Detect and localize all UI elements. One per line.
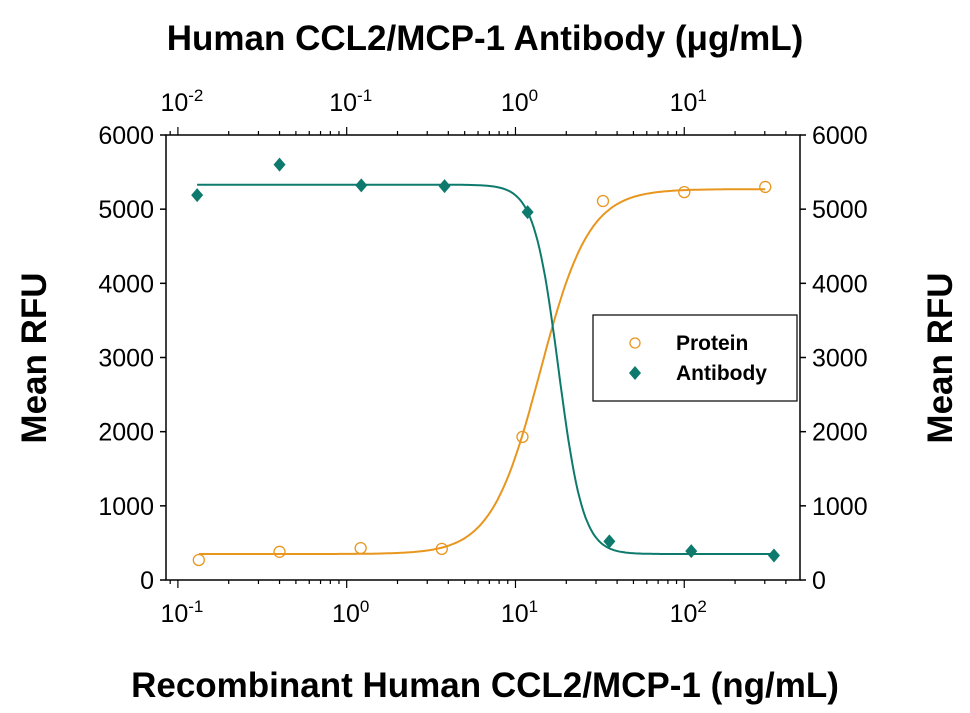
y-tick-label-right: 4000 bbox=[812, 270, 868, 298]
x-tick-label: 101 bbox=[501, 597, 538, 628]
data-point-antibody bbox=[767, 548, 780, 563]
y-tick-label-left: 3000 bbox=[98, 345, 154, 373]
data-point-protein bbox=[435, 542, 448, 555]
data-point-protein bbox=[273, 545, 286, 558]
y-tick-label-right: 5000 bbox=[812, 196, 868, 224]
x-tick-label: 100 bbox=[332, 597, 369, 628]
top-x-tick-label: 10-2 bbox=[160, 86, 203, 117]
data-point-protein bbox=[516, 430, 529, 444]
data-point-antibody bbox=[438, 179, 451, 194]
data-point-antibody bbox=[603, 534, 616, 549]
legend-box bbox=[592, 314, 798, 402]
data-point-protein bbox=[678, 185, 691, 199]
y-tick-label-left: 6000 bbox=[98, 122, 154, 150]
top-x-tick-label: 101 bbox=[670, 86, 707, 117]
x-tick-label: 10-1 bbox=[160, 597, 203, 628]
x-tick-label: 102 bbox=[670, 597, 707, 628]
y-tick-label-right: 1000 bbox=[812, 493, 868, 521]
y-tick-label-right: 6000 bbox=[812, 122, 868, 150]
data-point-antibody bbox=[521, 205, 534, 220]
legend-label-protein: Protein bbox=[676, 332, 748, 355]
x-axis-title: Recombinant Human CCL2/MCP-1 (ng/mL) bbox=[131, 666, 839, 705]
data-point-protein bbox=[354, 541, 367, 555]
y-tick-label-left: 4000 bbox=[98, 270, 154, 298]
fit-curve-protein bbox=[198, 188, 766, 555]
y-tick-label-right: 0 bbox=[812, 567, 826, 595]
y-tick-label-left: 2000 bbox=[98, 419, 154, 447]
data-point-protein bbox=[192, 553, 205, 567]
data-point-protein bbox=[596, 194, 610, 208]
y-tick-label-left: 0 bbox=[140, 567, 154, 595]
top-axis-title: Human CCL2/MCP-1 Antibody (μg/mL) bbox=[167, 19, 803, 58]
legend-marker-antibody bbox=[629, 366, 641, 380]
y-tick-label-right: 3000 bbox=[812, 345, 868, 373]
y-tick-label-left: 5000 bbox=[98, 196, 154, 224]
legend-marker-protein bbox=[629, 337, 641, 349]
y-axis-title-left: Mean RFU bbox=[15, 272, 54, 443]
fit-curve-antibody bbox=[197, 183, 774, 555]
top-x-tick-label: 10-1 bbox=[329, 86, 372, 117]
data-point-antibody bbox=[273, 157, 286, 172]
y-axis-title-right: Mean RFU bbox=[921, 272, 960, 443]
data-point-antibody bbox=[191, 188, 204, 203]
top-x-tick-label: 100 bbox=[501, 86, 538, 117]
y-tick-label-left: 1000 bbox=[98, 493, 154, 521]
y-tick-label-right: 2000 bbox=[812, 419, 868, 447]
data-point-protein bbox=[759, 180, 772, 194]
data-point-antibody bbox=[355, 178, 368, 193]
legend-label-antibody: Antibody bbox=[676, 362, 767, 385]
data-point-antibody bbox=[685, 544, 698, 559]
